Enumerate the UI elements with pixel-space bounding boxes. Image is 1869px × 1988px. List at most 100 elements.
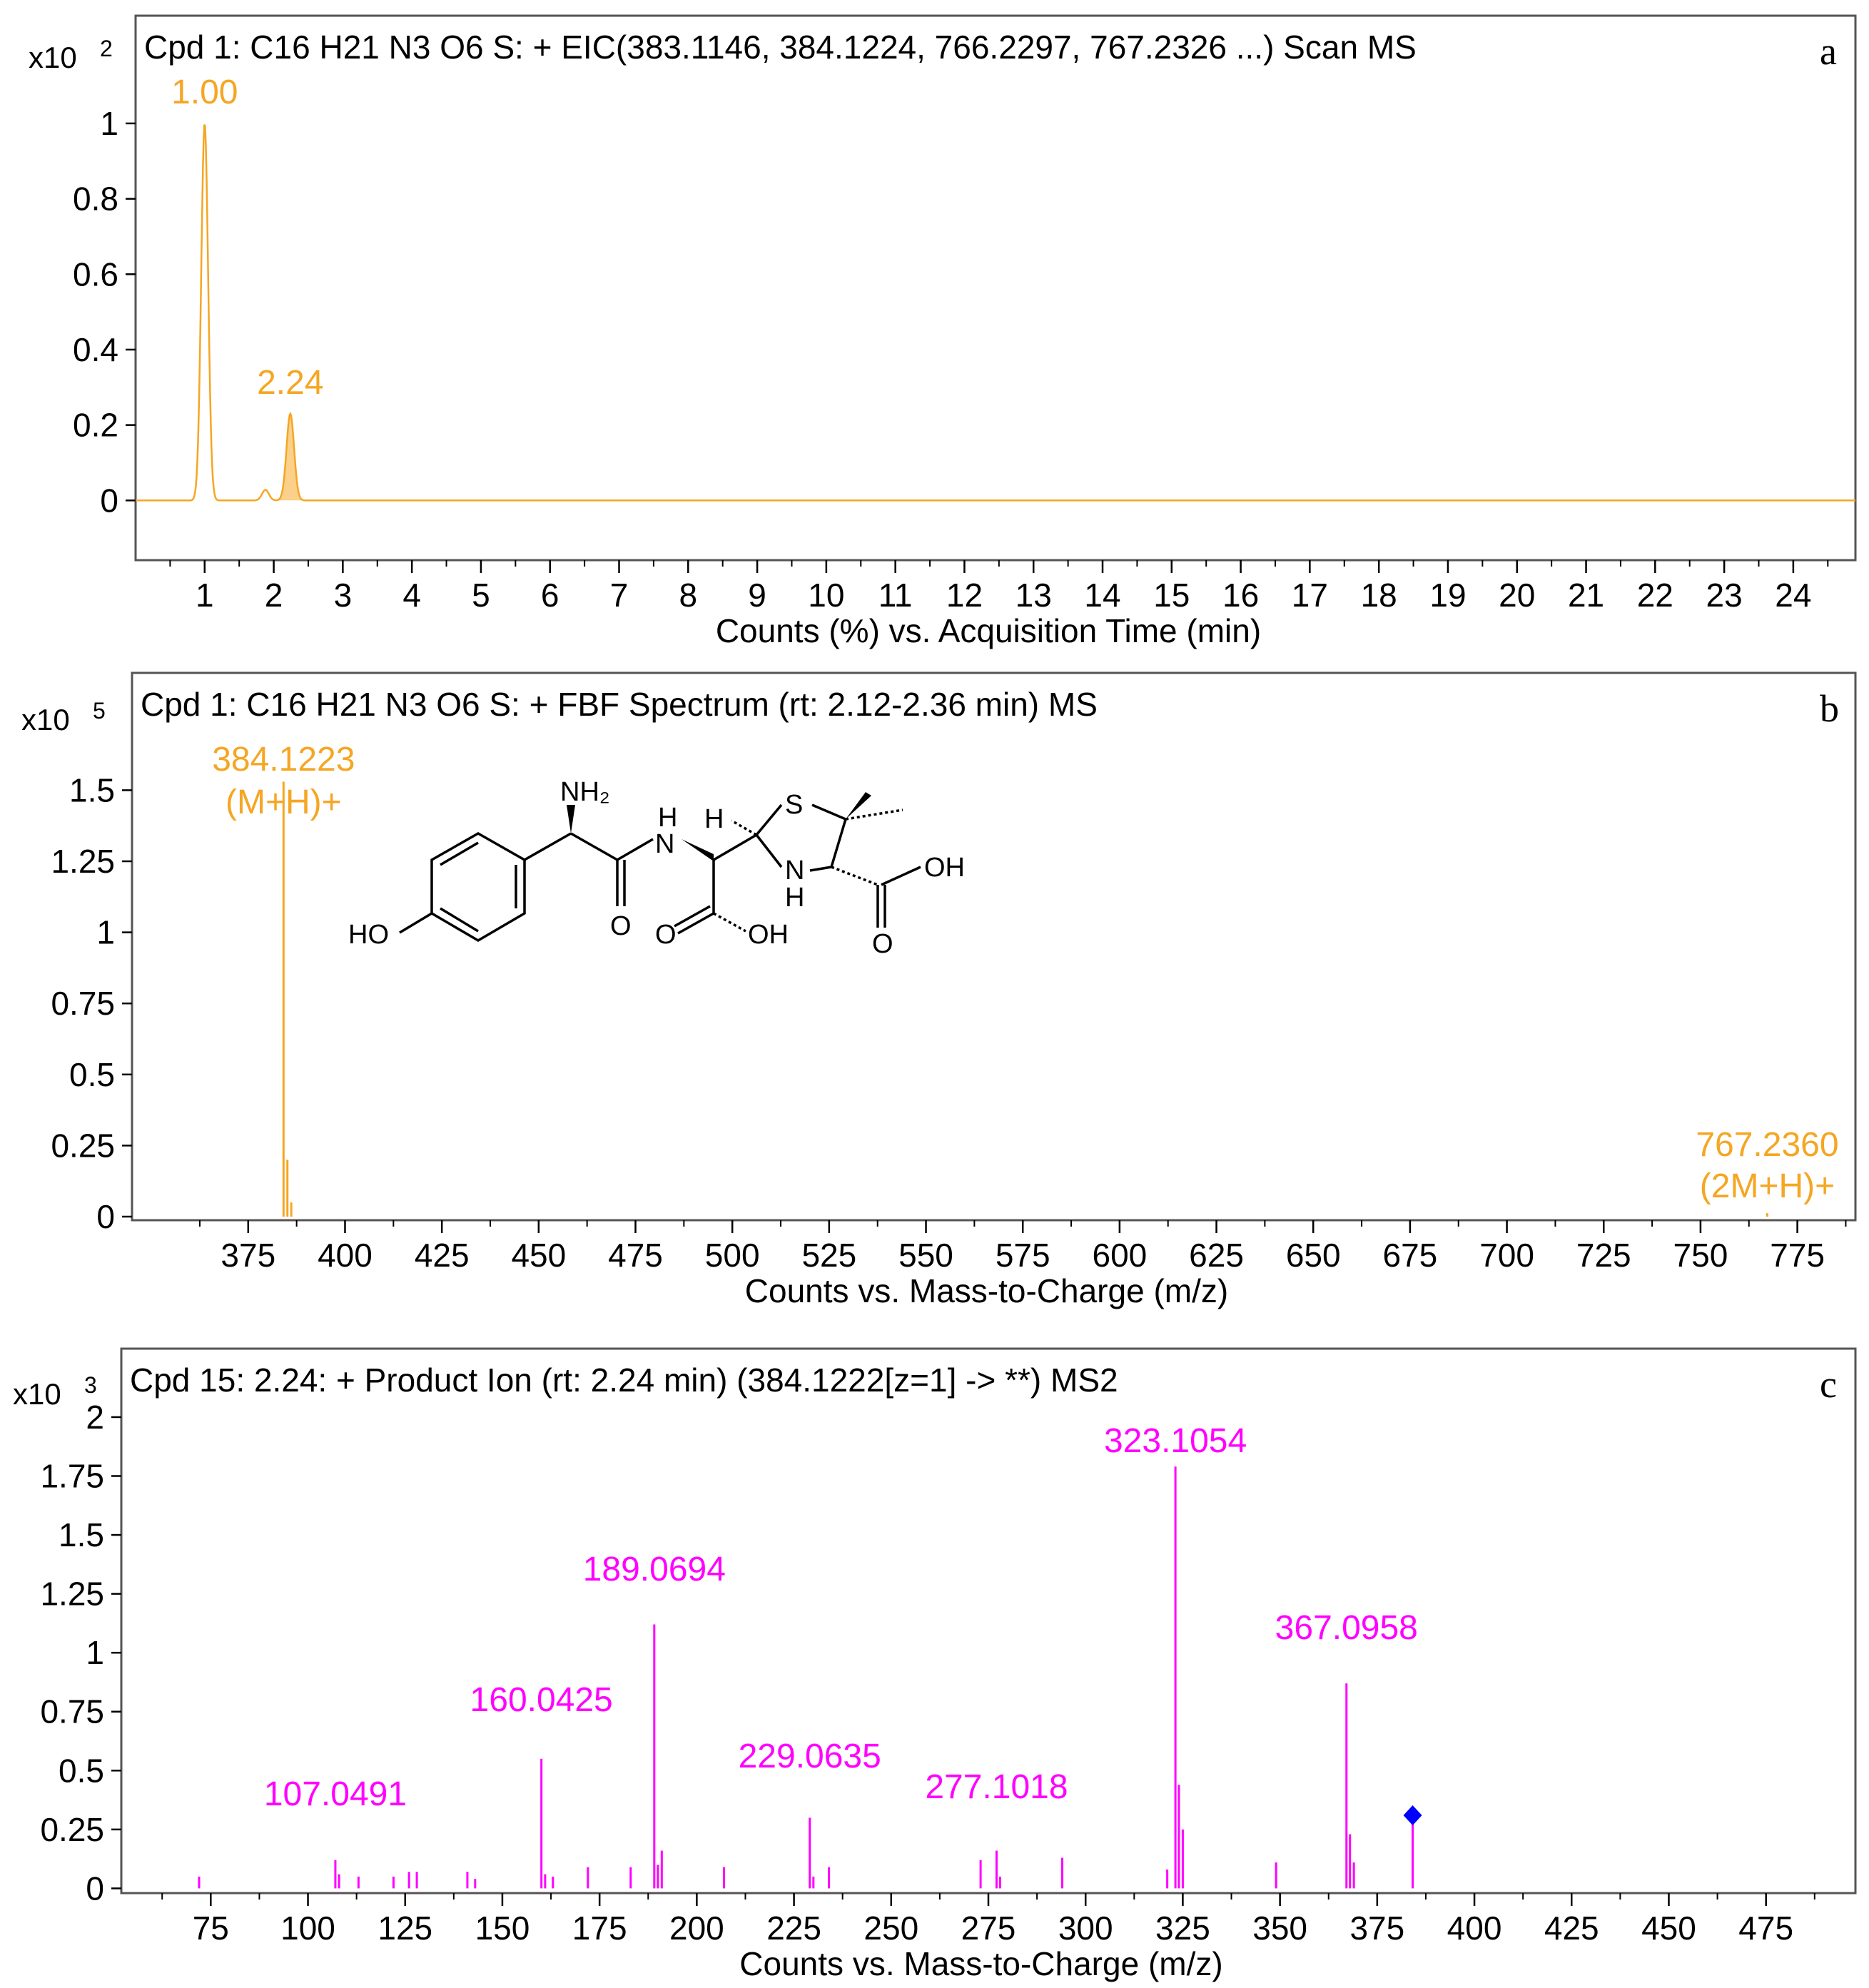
x-tick-label: 550 — [898, 1237, 953, 1274]
amide-n-label: N — [655, 829, 674, 859]
x-tick-label: 2 — [265, 577, 283, 614]
x-tick-label: 475 — [1738, 1910, 1793, 1947]
benzene-double-bond-3 — [440, 907, 479, 933]
x-tick-label: 450 — [511, 1237, 566, 1274]
amide-wedge — [682, 839, 714, 861]
x-tick-label: 20 — [1499, 577, 1535, 614]
x-tick-label: 250 — [863, 1910, 918, 1947]
x-tick-label: 23 — [1706, 577, 1743, 614]
benzene-double-bond-1 — [440, 841, 479, 866]
x-tick-label: 225 — [766, 1910, 821, 1947]
nh2-wedge — [567, 805, 575, 833]
methyl-wedge — [846, 792, 871, 819]
y-tick-label: 0.75 — [51, 985, 115, 1022]
y-tick-label: 0 — [86, 1870, 104, 1907]
x-tick-label: 175 — [572, 1910, 627, 1947]
panel-title: Cpd 1: C16 H21 N3 O6 S: + FBF Spectrum (… — [141, 686, 1098, 723]
y-tick-label: 1.25 — [40, 1576, 104, 1613]
x-tick-label: 125 — [378, 1910, 432, 1947]
eic-trace — [136, 124, 1855, 502]
y-multiplier-exponent: 2 — [100, 36, 113, 61]
x-tick-label: 22 — [1637, 577, 1673, 614]
x-tick-label: 450 — [1641, 1910, 1696, 1947]
x-tick-label: 12 — [946, 577, 983, 614]
x-tick-label: 775 — [1770, 1237, 1825, 1274]
panel-c-ms2-spectrum: Cpd 15: 2.24: + Product Ion (rt: 2.24 mi… — [13, 1347, 1857, 1982]
y-tick-label: 0 — [96, 1198, 115, 1235]
x-tick-label: 675 — [1383, 1237, 1438, 1274]
chemical-structure: NH₂ N H H S N H HO OH OH O O O — [348, 777, 965, 959]
x-tick-label: 15 — [1153, 577, 1190, 614]
x-tick-label: 425 — [415, 1237, 470, 1274]
peak-label-2-24: 2.24 — [257, 364, 323, 402]
peak-label-adduct: (2M+H)+ — [1700, 1167, 1835, 1205]
oh-acid1-label: OH — [748, 920, 789, 950]
acid1-o-label: O — [655, 920, 677, 950]
y-tick-label: 1.75 — [40, 1458, 104, 1495]
nh2-label: NH₂ — [560, 777, 610, 807]
panel-b-ms-spectrum: Cpd 1: C16 H21 N3 O6 S: + FBF Spectrum (… — [21, 671, 1857, 1309]
cooh1-co-2 — [674, 905, 711, 928]
oh-acid2-label: OH — [924, 853, 965, 883]
x-tick-label: 10 — [808, 577, 844, 614]
y-tick-label: 1.5 — [59, 1516, 104, 1553]
x-tick-label: 400 — [318, 1237, 373, 1274]
peak-label-107-0491: 107.0491 — [264, 1775, 407, 1813]
y-tick-label: 1 — [86, 1634, 104, 1671]
cooh2-dash — [831, 866, 878, 886]
x-tick-label: 21 — [1568, 577, 1604, 614]
y-multiplier-label: x10 — [13, 1377, 61, 1411]
precursor-marker — [1403, 1805, 1422, 1826]
peak-label-mz: 767.2360 — [1696, 1126, 1838, 1164]
alpha-carbonyl-bond — [570, 832, 618, 861]
x-tick-label: 5 — [472, 577, 490, 614]
y-tick-label: 0.25 — [40, 1811, 104, 1848]
x-tick-label: 350 — [1252, 1910, 1307, 1947]
ring-s-c-bond — [811, 803, 846, 821]
cooh1-oh-bond — [713, 912, 746, 933]
x-tick-label: 750 — [1673, 1237, 1728, 1274]
y-tick-label: 0.6 — [73, 255, 118, 293]
x-tick-label: 100 — [280, 1910, 335, 1947]
x-tick-label: 14 — [1084, 577, 1120, 614]
acid2-o-label: O — [872, 929, 893, 959]
x-tick-label: 11 — [878, 577, 913, 614]
x-tick-label: 6 — [541, 577, 559, 614]
y-tick-label: 1 — [96, 914, 115, 951]
x-tick-label: 500 — [705, 1237, 760, 1274]
x-tick-label: 13 — [1015, 577, 1052, 614]
y-tick-label: 0.2 — [73, 407, 118, 444]
peak-label-160-0425: 160.0425 — [470, 1681, 613, 1719]
stereo-h-label: H — [704, 804, 724, 834]
x-tick-label: 325 — [1155, 1910, 1210, 1947]
panel-letter: a — [1820, 30, 1837, 73]
x-tick-label: 8 — [679, 577, 698, 614]
panel-a-eic-chromatogram: Cpd 1: C16 H21 N3 O6 S: + EIC(383.1146, … — [29, 14, 1857, 649]
ring-c-n-bond — [755, 833, 783, 868]
panel-letter: b — [1820, 687, 1839, 730]
h-stereo-bond — [731, 819, 757, 836]
x-tick-label: 300 — [1058, 1910, 1113, 1947]
x-tick-label: 650 — [1286, 1237, 1341, 1274]
x-axis-label: Counts vs. Mass-to-Charge (m/z) — [739, 1945, 1222, 1982]
x-tick-label: 18 — [1361, 577, 1397, 614]
y-tick-label: 0 — [100, 482, 118, 519]
ring-n-c-bond — [809, 866, 832, 872]
peak-label-323-1054: 323.1054 — [1104, 1422, 1247, 1460]
peak-label-277-1018: 277.1018 — [925, 1768, 1068, 1806]
y-tick-label: 0.75 — [40, 1693, 104, 1730]
carbonyl-o-label: O — [610, 911, 632, 941]
x-tick-label: 425 — [1544, 1910, 1599, 1947]
peak-label-189-0694: 189.0694 — [583, 1551, 726, 1588]
x-tick-label: 75 — [193, 1910, 229, 1947]
x-tick-label: 150 — [475, 1910, 530, 1947]
x-tick-label: 475 — [608, 1237, 663, 1274]
x-tick-label: 400 — [1447, 1910, 1502, 1947]
x-tick-label: 575 — [996, 1237, 1050, 1274]
x-tick-label: 275 — [961, 1910, 1016, 1947]
x-tick-label: 625 — [1189, 1237, 1244, 1274]
cooh1-co-1 — [677, 912, 714, 935]
x-axis-label: Counts (%) vs. Acquisition Time (min) — [716, 612, 1261, 649]
x-tick-label: 200 — [669, 1910, 724, 1947]
